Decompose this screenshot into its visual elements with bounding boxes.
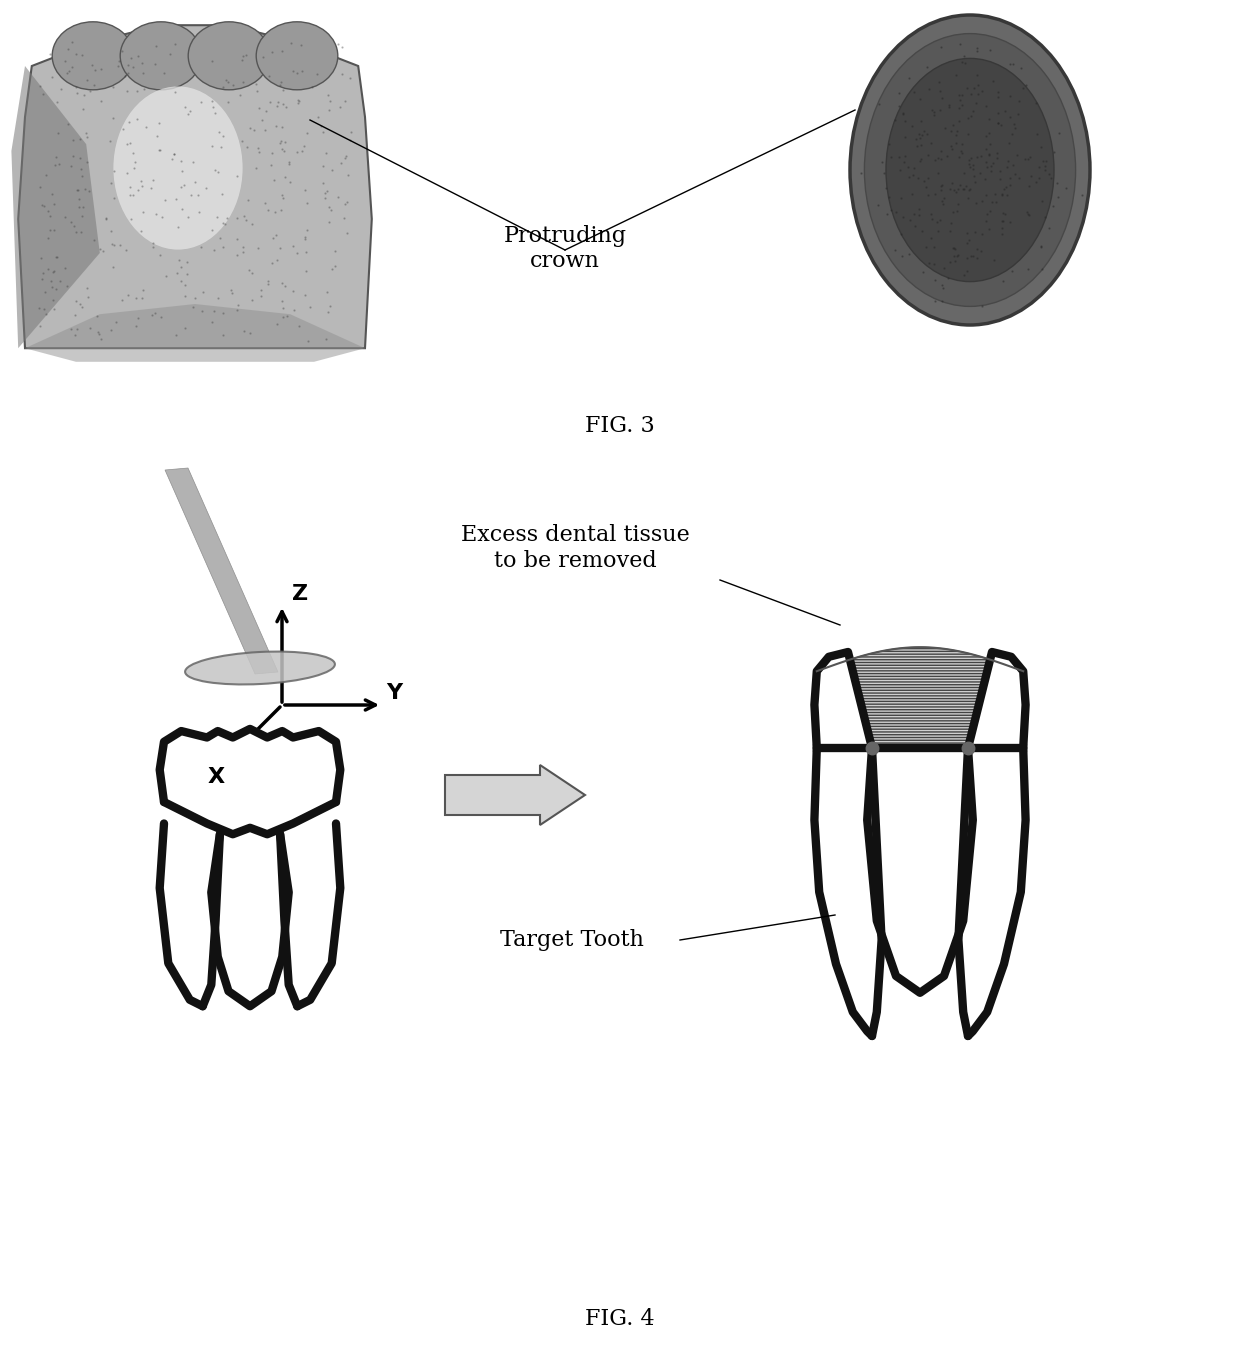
Ellipse shape (185, 652, 335, 685)
Ellipse shape (120, 22, 202, 90)
Polygon shape (19, 25, 372, 348)
Polygon shape (164, 802, 336, 835)
Text: Protruding
crown: Protruding crown (503, 225, 626, 273)
FancyArrow shape (445, 765, 585, 825)
Text: Z: Z (291, 584, 308, 604)
Ellipse shape (113, 86, 243, 250)
Text: Excess dental tissue
to be removed: Excess dental tissue to be removed (460, 524, 689, 572)
Ellipse shape (257, 22, 337, 90)
Text: Target Tooth: Target Tooth (500, 929, 644, 951)
Polygon shape (11, 65, 99, 348)
Polygon shape (160, 824, 340, 1007)
Ellipse shape (864, 34, 1075, 307)
Ellipse shape (887, 59, 1054, 281)
Ellipse shape (52, 22, 134, 90)
Polygon shape (815, 652, 872, 747)
Polygon shape (160, 728, 340, 802)
Polygon shape (25, 304, 365, 361)
Text: X: X (208, 767, 226, 787)
Ellipse shape (188, 22, 270, 90)
Text: Y: Y (386, 683, 402, 702)
Polygon shape (165, 468, 278, 674)
Polygon shape (211, 835, 289, 1007)
Text: FIG. 4: FIG. 4 (585, 1308, 655, 1330)
Text: FIG. 3: FIG. 3 (585, 415, 655, 436)
Polygon shape (817, 647, 1023, 747)
Polygon shape (968, 652, 1025, 747)
Ellipse shape (849, 15, 1090, 325)
Polygon shape (817, 747, 1023, 1037)
Polygon shape (867, 747, 973, 993)
